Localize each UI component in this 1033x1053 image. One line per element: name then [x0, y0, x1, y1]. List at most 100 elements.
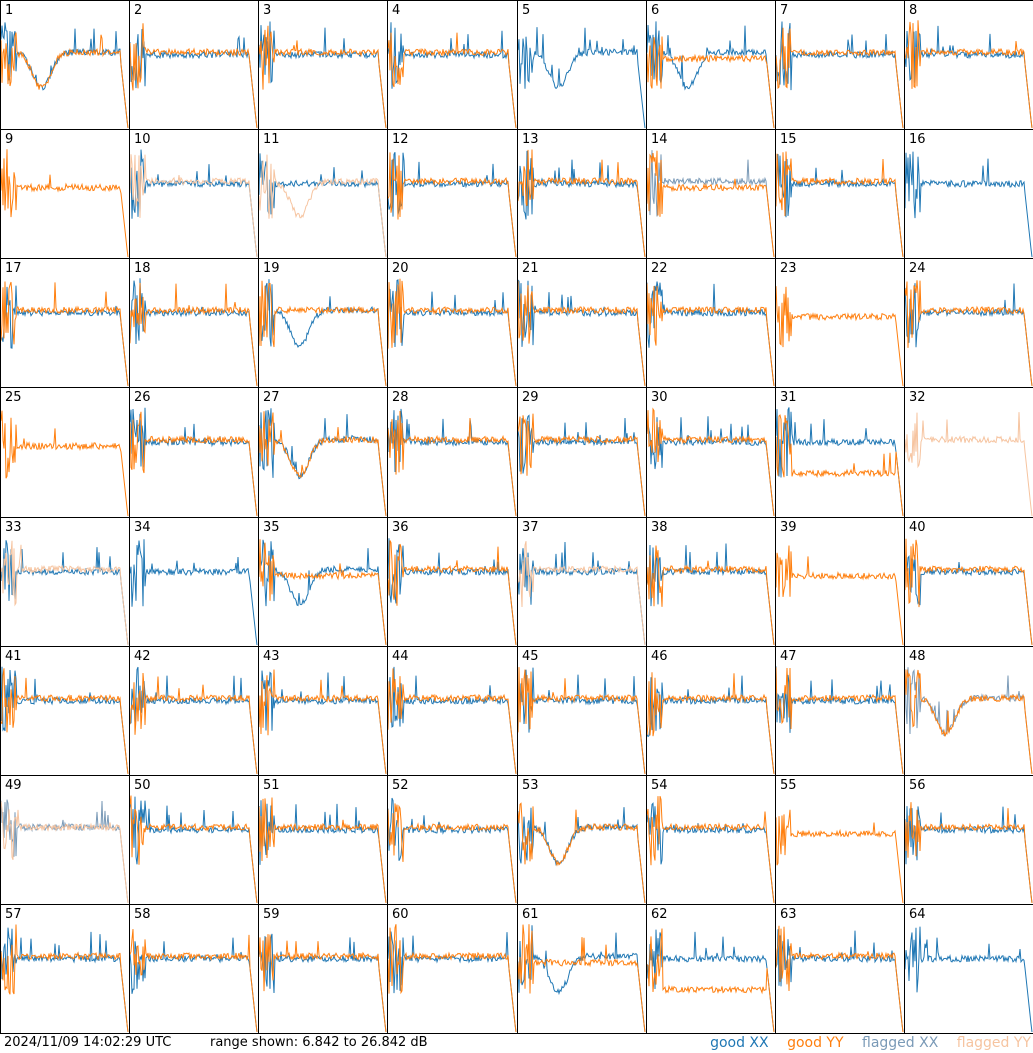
series-xx-line: [130, 937, 258, 1033]
series-yy-line: [130, 282, 258, 387]
spectrum-plot: [776, 666, 904, 775]
spectrum-panel-49: 49: [0, 775, 130, 905]
series-xx-line: [647, 21, 775, 129]
spectrum-panel-44: 44: [387, 646, 518, 776]
panel-label: 7: [780, 3, 789, 18]
series-yy-line: [259, 797, 387, 904]
spectrum-panel-32: 32: [904, 387, 1033, 518]
series-yy-line: [776, 151, 904, 258]
series-yy-line: [259, 934, 387, 1033]
spectrum-plot: [776, 925, 904, 1033]
spectrum-panel-43: 43: [258, 646, 388, 776]
series-yy-line: [1, 540, 129, 646]
panel-label: 13: [522, 132, 539, 147]
series-yy-line: [259, 539, 387, 646]
spectrum-panel-12: 12: [387, 129, 518, 259]
spectrum-panel-13: 13: [517, 129, 647, 259]
spectrum-panel-59: 59: [258, 904, 388, 1034]
spectrum-panel-19: 19: [258, 258, 388, 388]
series-xx-line: [905, 25, 1033, 129]
spectrum-plot: [647, 281, 775, 387]
panel-label: 22: [651, 261, 668, 276]
series-yy-line: [905, 20, 1033, 129]
series-yy-line: [1, 281, 129, 387]
spectrum-plot: [259, 797, 387, 904]
panel-label: 4: [392, 3, 401, 18]
series-yy-line: [776, 414, 904, 517]
spectrum-panel-45: 45: [517, 646, 647, 776]
panel-label: 62: [651, 907, 668, 922]
spectrum-plot: [647, 795, 775, 904]
series-yy-line: [518, 280, 646, 387]
panel-label: 50: [134, 778, 151, 793]
spectrum-plot: [518, 279, 646, 387]
legend-flagged-xx: flagged XX: [862, 1035, 939, 1051]
panel-label: 43: [263, 649, 280, 664]
panel-label: 51: [263, 778, 280, 793]
series-xx-line: [388, 538, 517, 646]
spectrum-panel-51: 51: [258, 775, 388, 905]
panel-label: 29: [522, 390, 539, 405]
panel-label: 14: [651, 132, 668, 147]
series-yy-line: [905, 538, 1033, 646]
series-xx-line: [776, 21, 904, 129]
series-yy-line: [905, 802, 1033, 904]
spectrum-panel-36: 36: [387, 517, 518, 647]
series-yy-line: [1, 801, 129, 904]
spectrum-plot: [1, 22, 129, 129]
spectrum-plot: [1, 540, 129, 646]
series-yy-line: [518, 667, 646, 775]
spectrum-panel-25: 25: [0, 387, 130, 518]
panel-label: 37: [522, 520, 539, 535]
panel-label: 60: [392, 907, 409, 922]
series-yy-line: [647, 672, 775, 775]
series-yy-line: [130, 795, 258, 904]
spectrum-panel-5: 5: [517, 0, 647, 130]
spectrum-panel-11: 11: [258, 129, 388, 259]
spectrum-plot: [388, 278, 517, 387]
series-xx-line: [776, 407, 904, 517]
series-xx-line: [259, 800, 387, 904]
spectrum-plot: [776, 545, 904, 646]
spectrum-plot: [259, 279, 387, 387]
spectrum-panel-24: 24: [904, 258, 1033, 388]
spectrum-panel-56: 56: [904, 775, 1033, 905]
panel-label: 21: [522, 261, 539, 276]
spectrum-plot: [776, 407, 904, 517]
spectrum-panel-46: 46: [646, 646, 776, 776]
panel-label: 30: [651, 390, 668, 405]
spectrum-plot: [518, 149, 646, 258]
spectrum-plot: [1, 924, 129, 1033]
spectrum-panel-21: 21: [517, 258, 647, 388]
spectrum-plot: [1, 281, 129, 387]
spectrum-plot: [388, 408, 517, 517]
series-yy-line: [388, 278, 517, 387]
series-xx-line: [905, 551, 1033, 646]
series-yy-line: [647, 545, 775, 646]
series-xx-line: [905, 283, 1033, 387]
panel-label: 10: [134, 132, 151, 147]
spectrum-panel-27: 27: [258, 387, 388, 518]
panel-label: 1: [5, 3, 14, 18]
series-yy-line: [388, 803, 517, 904]
series-xx-line: [259, 408, 387, 517]
panel-label: 44: [392, 649, 409, 664]
spectrum-plot: [776, 21, 904, 129]
series-xx-line: [905, 151, 1033, 258]
spectrum-plot: [1, 410, 129, 517]
panel-label: 3: [263, 3, 272, 18]
series-xx-line: [130, 666, 258, 775]
series-xx-line: [259, 21, 387, 129]
series-yy-line: [1, 924, 129, 1033]
series-xx-line: [130, 278, 258, 387]
series-xx-line: [647, 543, 775, 646]
series-xx-line: [1, 22, 129, 129]
spectrum-plot: [518, 27, 646, 129]
spectrum-panel-61: 61: [517, 904, 647, 1034]
spectrum-plot: [647, 407, 775, 517]
spectrum-plot: [388, 22, 517, 129]
series-yy-line: [647, 407, 775, 517]
series-xx-line: [259, 670, 387, 775]
series-xx-line: [905, 806, 1033, 904]
spectrum-plot: [518, 541, 646, 646]
